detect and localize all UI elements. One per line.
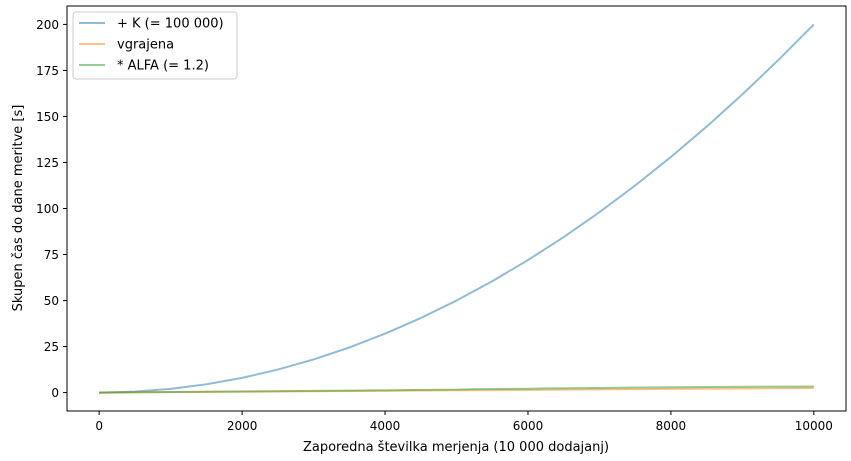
legend-label-0: + K (= 100 000) (117, 17, 224, 32)
x-tick-label-3: 6000 (513, 419, 544, 433)
y-tick-label-1: 25 (44, 340, 59, 354)
plot-frame (66, 5, 847, 412)
y-axis-label: Skupen čas do dane meritve [s] (11, 105, 26, 312)
x-tick-label-4: 8000 (656, 419, 687, 433)
x-axis-label: Zaporedna številka merjenja (10 000 doda… (303, 440, 609, 455)
y-tick-label-3: 75 (44, 248, 59, 262)
y-tick-label-5: 125 (36, 156, 59, 170)
x-tick-label-2: 4000 (370, 419, 401, 433)
y-tick-label-6: 150 (36, 110, 59, 124)
axes-layer: 0 2000 4000 6000 8000 10000 0 25 50 75 100 125 150 17… (36, 18, 833, 433)
series-line-0 (99, 23, 815, 394)
y-tick-label-7: 175 (36, 64, 59, 78)
y-tick-label-8: 200 (36, 18, 59, 32)
x-tick-label-5: 10000 (795, 419, 833, 433)
x-tick-label-1: 2000 (227, 419, 258, 433)
legend-label-1: vgrajena (117, 38, 174, 53)
series-layer (99, 23, 815, 394)
legend: + K (= 100 000) vgrajena * ALFA (= 1.2) (72, 11, 238, 80)
y-tick-label-2: 50 (44, 294, 59, 308)
legend-entries: + K (= 100 000) vgrajena * ALFA (= 1.2) (79, 17, 224, 74)
x-tick-label-0: 0 (95, 419, 103, 433)
series-line-2 (99, 385, 814, 394)
y-tick-label-4: 100 (36, 202, 59, 216)
legend-frame (72, 11, 238, 80)
y-tick-label-0: 0 (51, 386, 59, 400)
legend-label-2: * ALFA (= 1.2) (117, 59, 209, 74)
